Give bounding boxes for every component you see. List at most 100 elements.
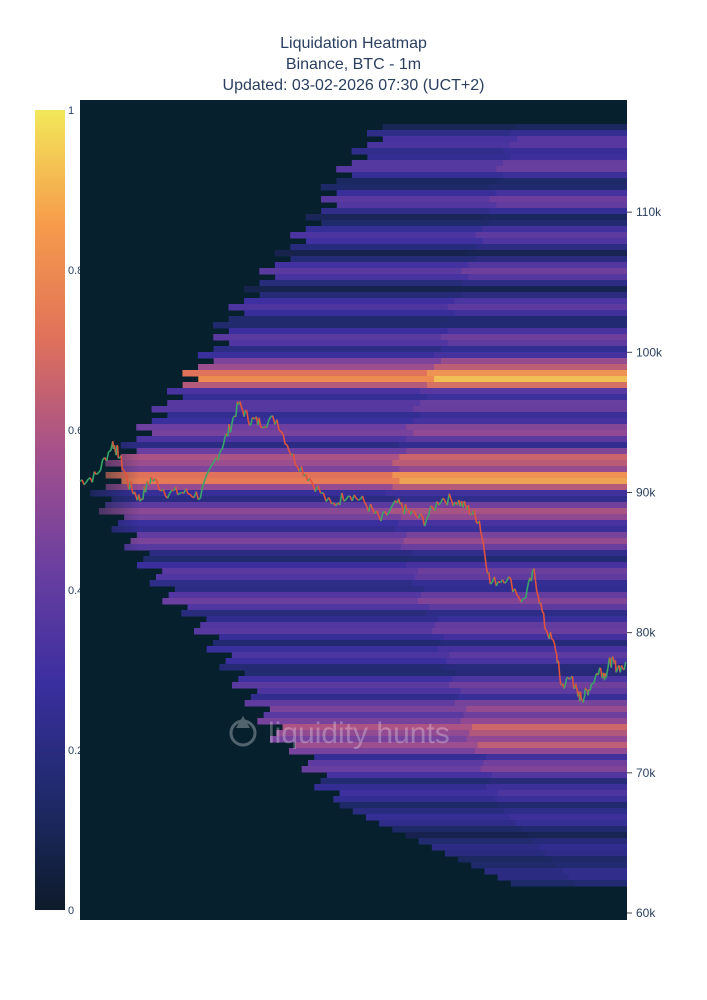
heatmap-cell-row <box>197 352 627 359</box>
heatmap-cell-row <box>198 364 627 371</box>
heatmap-cell-row <box>447 316 627 323</box>
heatmap-cell-row <box>494 796 627 803</box>
heatmap-cell-row <box>392 472 627 479</box>
heatmap-cell-row <box>496 190 627 197</box>
price-candle <box>300 466 305 476</box>
heatmap-cell-row <box>510 880 627 887</box>
heatmap-cell-row <box>212 640 627 647</box>
price-candle <box>95 472 99 476</box>
heatmap-cell-row <box>466 706 627 713</box>
heatmap-cell-row <box>406 424 627 431</box>
heatmap-cell-row <box>420 388 627 395</box>
price-candle <box>605 676 608 679</box>
price-candle <box>278 429 282 433</box>
y-tick-label: 110k <box>636 205 662 219</box>
price-candle <box>181 491 185 495</box>
heatmap-cell-row <box>399 454 627 461</box>
heatmap-cell-row <box>105 484 628 491</box>
heatmap-cell-row <box>168 592 627 599</box>
price-candle <box>369 503 374 510</box>
price-candle <box>341 492 345 502</box>
price-candle <box>481 537 485 545</box>
heatmap-cell-row <box>187 604 627 611</box>
heatmap-cell-row <box>431 844 627 851</box>
price-candle <box>189 493 193 498</box>
price-candle <box>442 497 446 502</box>
heatmap-cell-row <box>219 634 627 641</box>
heatmap-cell-row <box>415 574 627 581</box>
heatmap-cell-row <box>527 832 627 839</box>
heatmap-cell-row <box>351 160 627 167</box>
heatmap-cell-row <box>440 640 627 647</box>
price-candle <box>572 681 575 688</box>
heatmap-cell-row <box>482 214 627 221</box>
colorbar-tick-label: 0.6 <box>68 425 83 437</box>
price-candle <box>569 677 572 680</box>
price-candle <box>557 661 561 671</box>
price-candle <box>607 663 610 669</box>
price-candle <box>602 672 605 675</box>
price-candle <box>174 486 179 495</box>
heatmap-cell-row <box>395 496 627 503</box>
heatmap-cell-row <box>90 490 628 497</box>
heatmap-cell-row <box>475 244 627 251</box>
heatmap-cell-row <box>336 202 627 209</box>
heatmap-cell-row <box>305 238 627 245</box>
heatmap-cell-row <box>434 376 627 383</box>
heatmap-cell-row <box>167 412 627 419</box>
heatmap-cell-row <box>468 262 627 269</box>
heatmap-cell-row <box>412 550 627 557</box>
heatmap-cell-row <box>182 382 628 389</box>
heatmap-cell-row <box>433 364 627 371</box>
price-candle <box>177 492 181 496</box>
heatmap-cell-row <box>447 340 627 347</box>
price-candle <box>583 696 586 699</box>
price-candle <box>553 643 557 653</box>
heatmap-cell-row <box>213 322 628 329</box>
heatmap-cell-row <box>466 736 627 743</box>
price-candle <box>85 478 89 483</box>
heatmap-cell-row <box>274 262 627 269</box>
price-candle <box>474 515 478 524</box>
price-candle <box>363 501 368 506</box>
price-candle <box>580 698 583 701</box>
heatmap-cell-row <box>151 418 627 425</box>
heatmap-cell-row <box>509 814 627 821</box>
heatmap-cell-row <box>510 130 627 137</box>
heatmap-cell-row <box>413 430 627 437</box>
heatmap-cell-row <box>290 244 627 251</box>
heatmap-cell-row <box>352 808 627 815</box>
price-candle <box>83 481 87 486</box>
price-candle <box>597 667 601 676</box>
price-candle <box>154 478 158 483</box>
price-candle <box>479 531 483 538</box>
heatmap-cell-row <box>162 568 627 575</box>
price-candle <box>412 510 415 513</box>
heatmap-cell-row <box>162 598 627 605</box>
heatmap-cell-row <box>105 460 627 467</box>
heatmap-cell-row <box>167 388 627 395</box>
heatmap-cell-row <box>574 880 627 887</box>
heatmap-cell-row <box>320 184 627 191</box>
heatmap-cell-row <box>413 418 627 425</box>
heatmap-cell-row <box>497 790 627 797</box>
price-candle <box>555 651 558 654</box>
y-tick-label: 60k <box>636 906 656 920</box>
price-candle <box>386 511 390 516</box>
heatmap-cell-row <box>259 268 627 275</box>
price-candle <box>250 417 254 425</box>
price-candle <box>610 657 613 668</box>
heatmap-cell-row <box>434 622 627 629</box>
price-candle <box>125 475 129 485</box>
heatmap-cell-row <box>270 736 627 743</box>
price-candle <box>272 415 276 425</box>
heatmap-cell-row <box>181 610 627 617</box>
heatmap-cell-row <box>489 208 627 215</box>
heatmap-cell-row <box>120 454 627 461</box>
heatmap-cell-row <box>151 406 627 413</box>
heatmap-cell-row <box>446 658 627 665</box>
price-candle <box>614 660 617 673</box>
heatmap-cell-row <box>238 676 627 683</box>
price-candle <box>534 580 538 592</box>
heatmap-cell-row <box>263 712 627 719</box>
